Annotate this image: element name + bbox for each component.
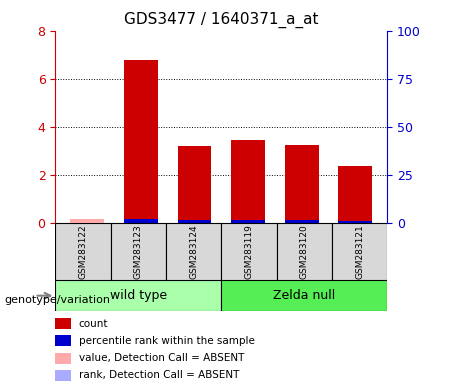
Bar — [285, 145, 319, 223]
Text: GSM283121: GSM283121 — [355, 224, 364, 279]
Bar — [285, 220, 319, 223]
FancyBboxPatch shape — [166, 223, 221, 280]
Bar — [338, 220, 372, 223]
Bar — [55, 318, 71, 329]
Bar — [177, 220, 211, 223]
Bar — [55, 370, 71, 381]
FancyBboxPatch shape — [55, 223, 111, 280]
Bar — [231, 140, 265, 223]
FancyBboxPatch shape — [332, 223, 387, 280]
Text: GSM283122: GSM283122 — [78, 224, 88, 279]
Bar — [177, 146, 211, 223]
Text: GSM283119: GSM283119 — [244, 224, 254, 279]
Title: GDS3477 / 1640371_a_at: GDS3477 / 1640371_a_at — [124, 12, 319, 28]
Bar — [55, 353, 71, 364]
Bar — [124, 219, 158, 223]
Bar — [55, 335, 71, 346]
Bar — [124, 60, 158, 223]
FancyBboxPatch shape — [55, 280, 221, 311]
Bar — [231, 220, 265, 223]
Text: count: count — [79, 318, 108, 329]
Text: Zelda null: Zelda null — [273, 289, 336, 302]
Text: value, Detection Call = ABSENT: value, Detection Call = ABSENT — [79, 353, 244, 363]
FancyBboxPatch shape — [277, 223, 332, 280]
FancyBboxPatch shape — [111, 223, 166, 280]
Text: GSM283123: GSM283123 — [134, 224, 143, 279]
Text: rank, Detection Call = ABSENT: rank, Detection Call = ABSENT — [79, 370, 239, 381]
Text: percentile rank within the sample: percentile rank within the sample — [79, 336, 255, 346]
Bar — [71, 219, 104, 223]
FancyBboxPatch shape — [221, 223, 277, 280]
Bar — [338, 166, 372, 223]
Text: genotype/variation: genotype/variation — [5, 295, 111, 305]
Text: wild type: wild type — [110, 289, 167, 302]
Text: GSM283124: GSM283124 — [189, 224, 198, 279]
Text: GSM283120: GSM283120 — [300, 224, 309, 279]
FancyBboxPatch shape — [221, 280, 387, 311]
